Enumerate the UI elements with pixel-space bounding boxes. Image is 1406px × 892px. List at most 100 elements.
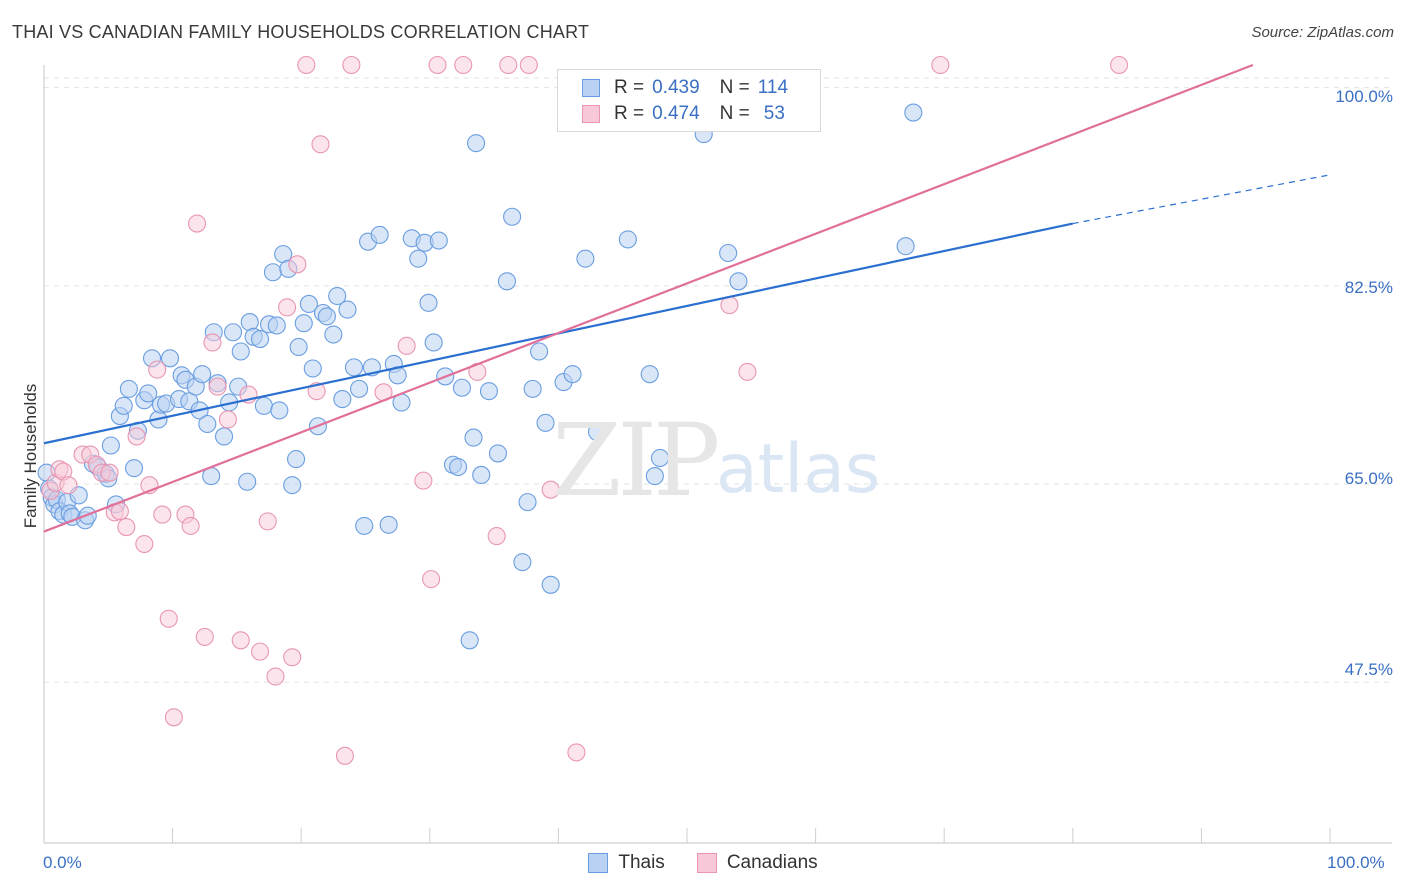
canadians-point [148,360,167,379]
canadians-point [422,570,441,589]
watermark-atlas: atlas [716,430,881,509]
thais-points [37,103,923,650]
thais-point [370,225,389,244]
thais-point [719,243,738,263]
canadians-point [164,708,183,727]
thais-point [223,323,243,342]
canadians-point [1110,55,1129,75]
legend-n-value: 114 [757,77,789,98]
thais-point [896,237,915,256]
canadians-trend-line [43,63,1254,533]
axes [43,65,1392,844]
thais-point [587,422,607,441]
watermark-zip: ZIP [552,402,720,519]
canadians-point [414,471,433,490]
thais-point [419,293,438,312]
trend-lines [43,63,1331,533]
chart-title: THAI VS CANADIAN FAMILY HOUSEHOLDS CORRE… [12,22,590,42]
canadians-point [231,631,250,650]
thais-point [518,493,537,512]
y-tick-label: 82.5% [1344,278,1393,297]
thais-point [317,307,336,326]
canadians-points [41,55,1129,765]
thais-point [530,342,549,361]
canadians-point [208,377,227,396]
thais-point [379,515,398,534]
thais-point [497,272,517,291]
thais-point [287,450,306,469]
thais-point [472,465,491,485]
legend-item-thais[interactable]: Thais [588,852,665,874]
y-tick-label: 47.5% [1344,660,1393,679]
canadians-point [738,362,757,381]
thais-point [355,516,374,535]
thais-point [467,134,486,153]
thais-point [523,379,542,398]
thais-point [283,476,302,495]
series-legend: Thais Canadians [0,852,1406,874]
canadians-point [541,480,560,499]
thais-point [460,631,479,650]
canadians-point [127,427,146,446]
thais-point [250,330,270,349]
thais-point [238,472,257,491]
thais-point [101,436,120,455]
thais-point [193,365,212,384]
legend-r-label: R = [614,77,645,98]
thais-point [429,231,448,250]
thais-swatch-icon [588,853,609,873]
thais-point [449,457,468,477]
thais-point [333,390,352,409]
source-credit: Source: ZipAtlas.com [1251,24,1394,41]
thais-point [231,342,250,361]
thais-point [503,207,522,226]
canadians-point [931,55,950,75]
canadians-point [519,55,538,75]
canadians-point [567,743,586,762]
thais-swatch-icon [582,79,600,97]
thais-point [198,414,217,434]
canadians-swatch-icon [582,105,600,123]
thais-point [119,379,138,398]
legend-n-label: N = [719,77,750,98]
legend-r-value: 0.474 [652,103,700,124]
thais-point [640,365,659,384]
canadians-point [342,55,361,75]
canadians-point [187,214,207,233]
thais-point [270,401,289,420]
thais-point [729,272,748,291]
thais-point [324,325,343,344]
canadians-point [153,505,172,524]
canadians-point [250,642,270,661]
gridlines [44,77,1392,683]
canadians-point [297,55,316,75]
canadians-point [195,627,214,646]
canadians-point [311,135,330,154]
thais-point [124,459,144,478]
canadians-point [266,667,285,686]
canadians-point [499,55,518,75]
canadians-point [135,534,154,554]
correlation-legend: R = 0.439 N = 114 R = 0.474 N = 53 [557,69,821,132]
legend-item-canadians[interactable]: Canadians [696,852,818,874]
thais-point [114,396,133,415]
canadians-point [203,333,222,352]
canadians-point [117,517,136,537]
thais-point [160,349,180,368]
canadians-point [454,55,473,75]
thais-point [350,379,369,398]
thais-point [267,316,286,335]
y-axis-label: Family Households [21,383,40,529]
legend-r-label: R = [614,103,645,124]
y-tick-label: 65.0% [1344,469,1393,488]
thais-point [214,427,234,446]
x-tick-label: 0.0% [43,853,82,872]
thais-point [263,263,282,282]
thais-point [576,249,595,268]
canadians-point [428,55,447,75]
legend-row-thais: R = 0.439 N = 114 [582,76,788,100]
thais-point [513,553,532,572]
thais-point [618,230,637,249]
thais-point [294,314,313,333]
